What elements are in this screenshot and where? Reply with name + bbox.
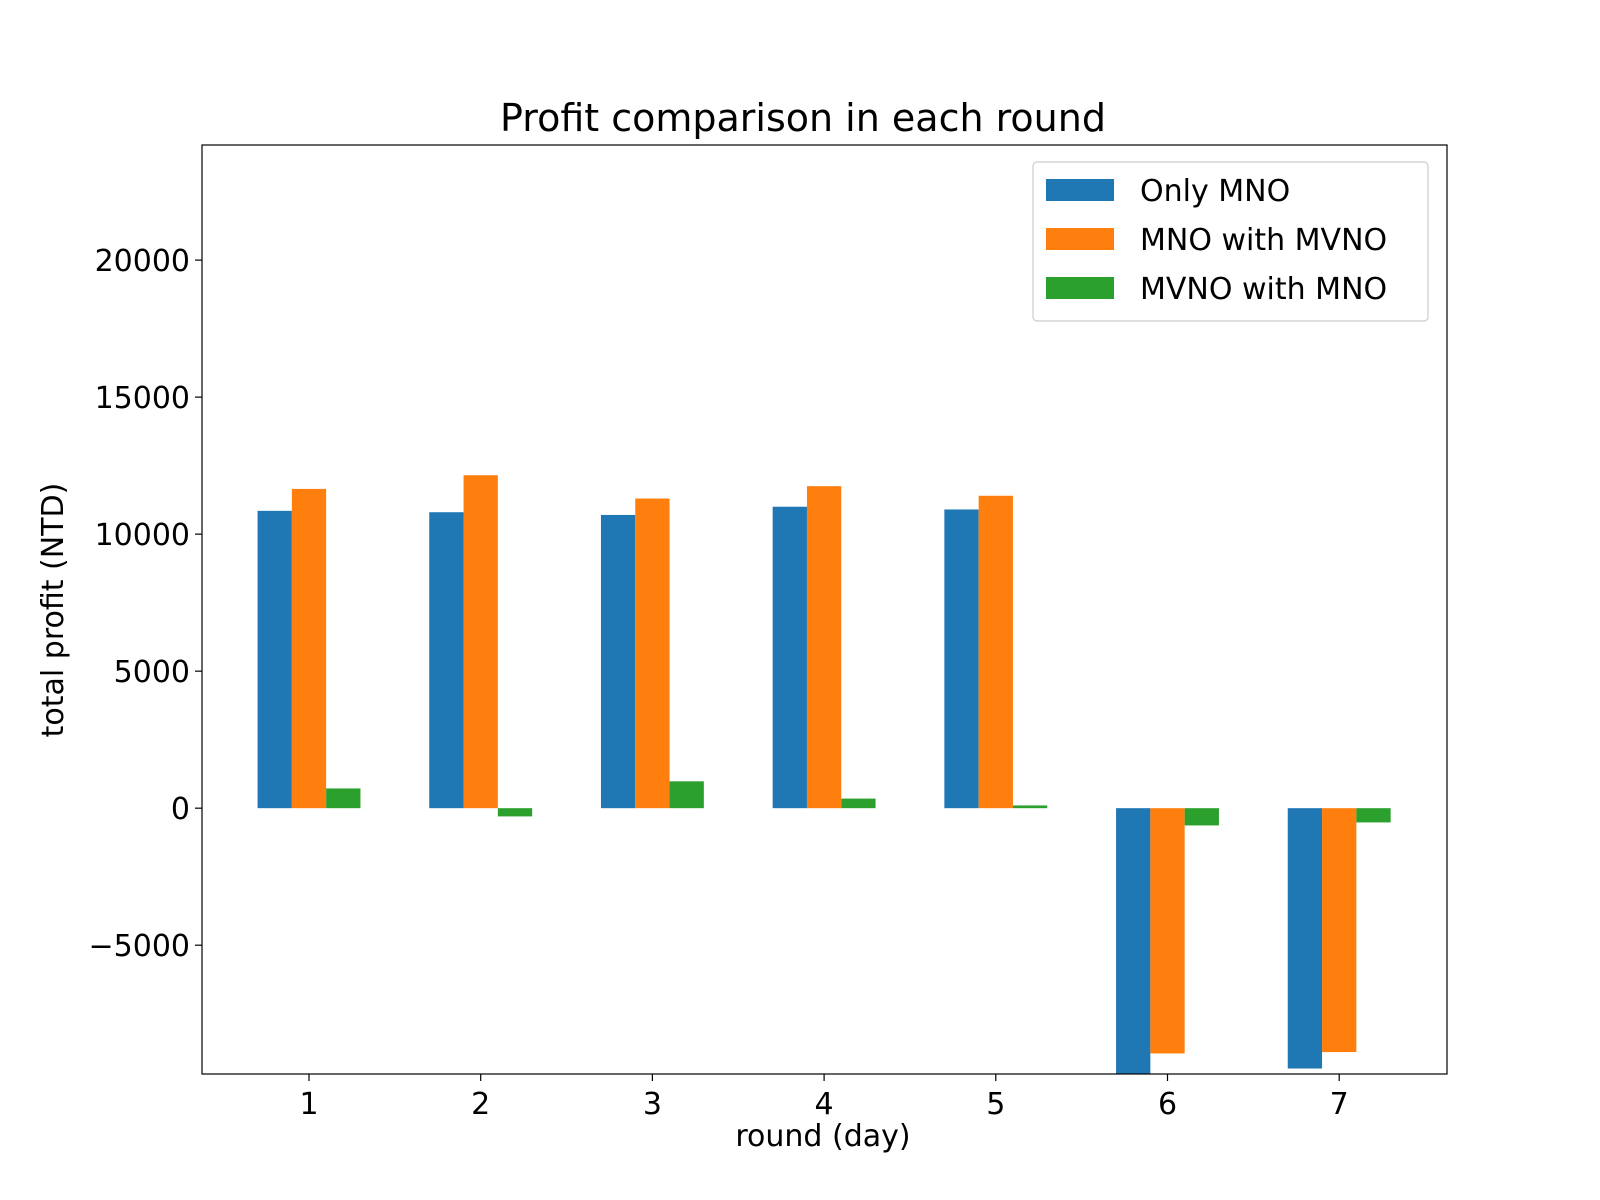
bar-3-round-7 [1356, 808, 1391, 823]
bar-3-round-2 [497, 808, 533, 817]
bar-2-round-1 [291, 488, 327, 809]
bar-2-round-7 [1322, 808, 1357, 1053]
bar-1-round-3 [600, 514, 636, 809]
legend-swatch [1046, 179, 1114, 201]
bar-3-round-1 [326, 788, 361, 809]
legend-box [1032, 161, 1429, 322]
legend-swatch [1046, 228, 1114, 250]
bar-1-round-6 [1116, 808, 1151, 1074]
x-tick-label: 3 [643, 1087, 662, 1122]
bar-1-round-4 [772, 506, 807, 809]
y-tick-label: −5000 [89, 929, 190, 964]
bar-3-round-4 [841, 798, 876, 809]
y-axis: −5000 0 5000 10000 15000 20000 [89, 244, 202, 964]
legend-label: Only MNO [1140, 174, 1290, 209]
plot-area-frame [201, 144, 1448, 1075]
x-tick-label: 1 [299, 1087, 318, 1122]
x-tick-label: 7 [1330, 1087, 1349, 1122]
bar-3-round-5 [1012, 805, 1048, 809]
bar-1-round-7 [1287, 808, 1323, 1069]
x-axis: 1 2 3 4 5 6 7 [299, 1074, 1349, 1122]
x-tick-label: 5 [986, 1087, 1005, 1122]
x-axis-label: round (day) [735, 1119, 910, 1154]
bar-3-round-3 [669, 781, 704, 809]
y-tick-label: 20000 [95, 244, 190, 279]
legend-swatch [1046, 277, 1114, 299]
y-axis-label: total profit (NTD) [36, 483, 71, 738]
bar-2-round-2 [463, 475, 498, 809]
bar-2-round-5 [978, 495, 1013, 809]
x-tick-label: 6 [1158, 1087, 1177, 1122]
bar-series-group [257, 475, 1391, 1074]
bar-1-round-5 [944, 509, 979, 809]
y-tick-label: 5000 [114, 655, 190, 690]
legend-label: MVNO with MNO [1140, 272, 1387, 307]
legend-label: MNO with MVNO [1140, 223, 1387, 258]
x-tick-label: 4 [815, 1087, 834, 1122]
bar-1-round-2 [429, 512, 464, 809]
bar-2-round-6 [1150, 808, 1185, 1054]
y-tick-label: 10000 [95, 518, 190, 553]
x-tick-label: 2 [471, 1087, 490, 1122]
bar-2-round-3 [635, 498, 670, 809]
y-tick-label: 0 [171, 792, 190, 827]
y-tick-label: 15000 [95, 381, 190, 416]
bar-2-round-4 [806, 486, 842, 809]
bar-3-round-6 [1184, 808, 1219, 826]
bar-1-round-1 [257, 510, 292, 809]
legend: Only MNO MNO with MVNO MVNO with MNO [1032, 161, 1429, 322]
chart-title: Profit comparison in each round [500, 96, 1106, 140]
